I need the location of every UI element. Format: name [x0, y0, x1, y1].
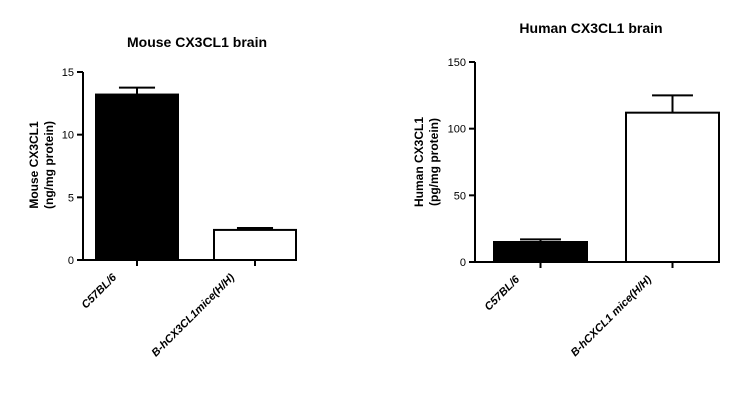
y-tick-label: 5 — [68, 192, 74, 204]
chart-human: Human CX3CL1 brain Human CX3CL1 (pg/mg p… — [412, 20, 720, 359]
x-category-label: B-hCXCL1 mice(H/H) — [569, 273, 655, 359]
bar-0 — [493, 241, 588, 263]
y-axis-label-line1: Human CX3CL1 — [412, 117, 426, 207]
bar-1 — [213, 228, 297, 261]
chart-title: Mouse CX3CL1 brain — [127, 34, 267, 50]
x-category-label: C57BL/6 — [80, 271, 120, 311]
y-tick-label: 15 — [62, 67, 74, 79]
y-axis-label-line1: Mouse CX3CL1 — [27, 121, 41, 209]
chart-mouse: Mouse CX3CL1 brain Mouse CX3CL1 (ng/mg p… — [27, 34, 297, 359]
bar-1 — [625, 111, 720, 263]
x-category-label: C57BL/6 — [483, 273, 523, 313]
y-tick-label: 50 — [454, 190, 466, 202]
y-axis-label-line2: (pg/mg protein) — [427, 118, 441, 206]
y-tick-label: 0 — [460, 257, 466, 269]
y-axis-label-line2: (ng/mg protein) — [42, 121, 56, 209]
y-tick-label: 0 — [68, 255, 74, 267]
y-tick-label: 100 — [448, 124, 466, 136]
chart-title: Human CX3CL1 brain — [519, 20, 662, 36]
plot-area: 0 50 100 150 C57BL/6 B-hCXCL1 mice(H/H) — [448, 57, 720, 359]
y-tick-label: 10 — [62, 130, 74, 142]
plot-area: 0 5 10 15 C57BL/6 B-hCX3CL1mice(H/H) — [62, 67, 297, 359]
x-category-label: B-hCX3CL1mice(H/H) — [150, 271, 238, 359]
bar-0 — [95, 93, 179, 261]
y-tick-label: 150 — [448, 57, 466, 69]
